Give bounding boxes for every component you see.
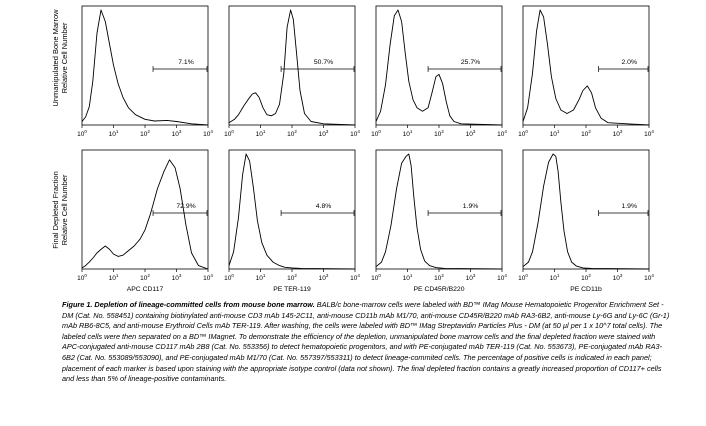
- x-tick-label: 103: [319, 129, 329, 138]
- histogram-curve: [375, 9, 503, 126]
- gate-percentage-label: 2.0%: [622, 59, 638, 66]
- x-tick-label: 100: [371, 129, 381, 138]
- x-tick-label: 102: [581, 129, 591, 138]
- row-label-line-2: Relative Cell Number: [60, 22, 69, 93]
- x-tick-label: 104: [203, 273, 213, 282]
- x-tick-label: 103: [613, 129, 623, 138]
- histogram-curve: [228, 153, 356, 270]
- histogram-panel: 100 101 102 103 104 1.9%: [371, 149, 507, 282]
- histogram-panel: 100 101 102 103 104 7.1%: [77, 5, 213, 138]
- gate-percentage-label: 72.9%: [176, 203, 195, 210]
- x-tick-label: 103: [613, 273, 623, 282]
- x-tick-label: 101: [550, 129, 560, 138]
- histogram-curve: [522, 9, 650, 126]
- histogram-figure: Unmanipulated Bone Marrow Relative Cell …: [51, 5, 654, 293]
- column-labels: APC CD117 PE TER-119 PE CD45R/B220 PE CD11b: [127, 286, 602, 293]
- histogram-panel: 100 101 102 103 104 72.9%: [77, 149, 213, 282]
- plot-frame: [375, 149, 503, 270]
- column-label: PE CD11b: [570, 286, 602, 293]
- column-label: PE TER-119: [273, 286, 311, 293]
- x-tick-label: 104: [497, 273, 507, 282]
- x-tick-label: 104: [644, 129, 654, 138]
- x-tick-label: 100: [77, 273, 87, 282]
- x-tick-label: 103: [172, 129, 182, 138]
- histogram-panel: 100 101 102 103 104 1.9%: [518, 149, 654, 282]
- x-tick-label: 102: [581, 273, 591, 282]
- x-tick-label: 102: [434, 129, 444, 138]
- x-tick-label: 102: [140, 273, 150, 282]
- column-label: PE CD45R/B220: [413, 286, 464, 293]
- x-tick-label: 104: [203, 129, 213, 138]
- x-tick-label: 101: [109, 129, 119, 138]
- x-tick-label: 101: [403, 129, 413, 138]
- x-tick-label: 101: [256, 273, 266, 282]
- row-label-depleted: Final Depleted Fraction Relative Cell Nu…: [51, 171, 69, 249]
- row-label-line-1: Unmanipulated Bone Marrow: [51, 9, 60, 107]
- x-tick-label: 104: [497, 129, 507, 138]
- x-tick-label: 104: [350, 273, 360, 282]
- x-tick-label: 102: [434, 273, 444, 282]
- histogram-panel: 100 101 102 103 104 25.7%: [371, 5, 507, 138]
- x-tick-label: 103: [466, 129, 476, 138]
- x-tick-label: 100: [371, 273, 381, 282]
- histogram-curve: [81, 9, 209, 126]
- plot-frame: [375, 5, 503, 126]
- gate-percentage-label: 50.7%: [314, 59, 333, 66]
- plot-frame: [228, 5, 356, 126]
- histogram-panel: 100 101 102 103 104 2.0%: [518, 5, 654, 138]
- gate-percentage-label: 1.9%: [622, 203, 638, 210]
- x-tick-label: 103: [466, 273, 476, 282]
- histogram-curve: [522, 153, 650, 270]
- x-tick-label: 100: [518, 129, 528, 138]
- x-tick-label: 100: [518, 273, 528, 282]
- gate-percentage-label: 1.9%: [463, 203, 479, 210]
- histogram-curve: [228, 9, 356, 126]
- x-tick-label: 101: [550, 273, 560, 282]
- caption-text: BALB/c bone-marrow cells were labeled wi…: [62, 300, 670, 384]
- x-tick-label: 102: [287, 273, 297, 282]
- histogram-panel: 100 101 102 103 104 4.8%: [224, 149, 360, 282]
- x-tick-label: 101: [256, 129, 266, 138]
- histogram-curve: [81, 159, 209, 270]
- x-tick-label: 101: [109, 273, 119, 282]
- x-tick-label: 100: [224, 273, 234, 282]
- x-tick-label: 100: [224, 129, 234, 138]
- row-label-line-1: Final Depleted Fraction: [51, 171, 60, 249]
- x-tick-label: 100: [77, 129, 87, 138]
- figure-caption: Figure 1. Depletion of lineage-committed…: [62, 300, 674, 385]
- histogram-panel: 100 101 102 103 104 50.7%: [224, 5, 360, 138]
- gate-percentage-label: 25.7%: [461, 59, 480, 66]
- gate-percentage-label: 4.8%: [316, 203, 332, 210]
- x-tick-label: 103: [319, 273, 329, 282]
- x-tick-label: 102: [140, 129, 150, 138]
- x-tick-label: 101: [403, 273, 413, 282]
- x-tick-label: 102: [287, 129, 297, 138]
- gate-percentage-label: 7.1%: [178, 59, 194, 66]
- caption-title: Figure 1. Depletion of lineage-committed…: [62, 300, 315, 309]
- row-label-line-2: Relative Cell Number: [60, 174, 69, 245]
- plot-frame: [228, 149, 356, 270]
- x-tick-label: 104: [350, 129, 360, 138]
- column-label: APC CD117: [127, 286, 164, 293]
- x-tick-label: 104: [644, 273, 654, 282]
- row-label-unmanipulated: Unmanipulated Bone Marrow Relative Cell …: [51, 9, 69, 107]
- histogram-curve: [375, 153, 503, 270]
- x-tick-label: 103: [172, 273, 182, 282]
